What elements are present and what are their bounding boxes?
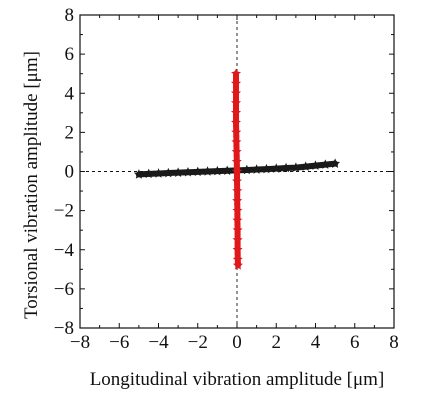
- y-tick-label: 6: [65, 44, 75, 65]
- series-2-point: [231, 166, 243, 176]
- series-2-point: [230, 87, 242, 98]
- x-axis-label: Longitudinal vibration amplitude [μm]: [90, 369, 385, 390]
- series-2-point: [230, 97, 242, 108]
- series-1-point: [281, 162, 292, 173]
- series-2-point: [231, 156, 242, 166]
- x-tick-label: 6: [350, 332, 360, 353]
- series-1-point: [261, 163, 272, 174]
- x-tick-label: −6: [109, 332, 129, 353]
- series-2-point: [232, 185, 243, 196]
- x-tick-label: 8: [389, 332, 399, 353]
- series-1-point: [300, 161, 311, 171]
- series-1-point: [163, 167, 174, 178]
- series-1-point: [310, 160, 321, 170]
- x-tick-label: 4: [311, 332, 321, 353]
- series-1-point: [173, 167, 184, 177]
- y-axis-label: Torsional vibration amplitude [μm]: [21, 51, 42, 319]
- series-2-point: [231, 127, 242, 137]
- series-1-point: [251, 164, 262, 174]
- y-tick-label: −8: [54, 318, 74, 339]
- series-1-point: [320, 159, 331, 169]
- y-tick-label: 2: [65, 122, 75, 143]
- series-2-point: [232, 244, 243, 255]
- series-1-point: [143, 168, 154, 179]
- series-1-point: [192, 166, 203, 177]
- series-2-point: [232, 195, 243, 206]
- series-2-point: [231, 146, 242, 157]
- series-2-point: [230, 107, 242, 118]
- plot-area: −8 −6 −4 −2 0 2 4 6 8 8 6 4 2 0 −2 −4 −6 −8: [54, 5, 399, 353]
- series-2-point: [230, 68, 242, 78]
- series-1-point: [153, 168, 164, 178]
- y-tick-label: 4: [65, 83, 75, 104]
- series-1-point: [212, 165, 223, 176]
- series-2-point: [231, 136, 242, 147]
- series-1-point: [133, 169, 144, 179]
- series-2-point: [230, 78, 242, 88]
- series-2-point: [232, 224, 243, 235]
- series-2-point: [232, 234, 243, 245]
- x-tick-label: 2: [272, 332, 282, 353]
- series-1-point: [271, 163, 282, 173]
- y-tick-label: 8: [65, 5, 75, 26]
- series-1-point: [290, 162, 301, 172]
- y-tick-label: −2: [54, 201, 74, 222]
- y-tick-label: 0: [65, 162, 75, 183]
- series-2-point: [232, 215, 243, 225]
- y-tick-label: −4: [54, 240, 75, 261]
- series-2-point: [232, 205, 243, 215]
- y-tick-label: −6: [54, 279, 74, 300]
- series-1-point: [241, 164, 252, 175]
- series-2-point: [231, 175, 243, 186]
- x-tick-label: −2: [188, 332, 208, 353]
- series-2-point: [230, 117, 242, 127]
- series-1-point: [202, 166, 213, 176]
- series-1-point: [182, 166, 193, 177]
- x-tick-label: −8: [70, 332, 90, 353]
- series-1-point: [330, 158, 341, 168]
- x-tick-label: 0: [232, 332, 242, 353]
- series-2-point: [232, 260, 244, 270]
- series-1-point: [222, 165, 233, 175]
- x-tick-label: −4: [148, 332, 169, 353]
